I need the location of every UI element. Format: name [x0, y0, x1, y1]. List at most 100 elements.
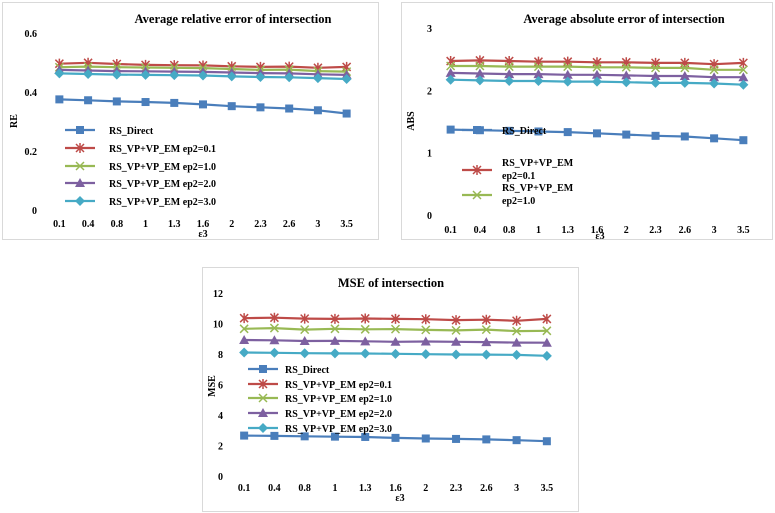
data-point	[651, 63, 661, 73]
legend-marker	[76, 126, 84, 134]
data-point	[542, 313, 552, 324]
data-point	[342, 109, 351, 118]
data-point	[563, 128, 572, 137]
x-tick-label: 3.5	[541, 483, 554, 494]
data-point	[330, 313, 340, 324]
data-point	[360, 336, 371, 346]
data-point	[562, 69, 573, 79]
y-axis-label: MSE	[207, 375, 218, 397]
data-point	[300, 432, 309, 441]
x-tick-label: 0.1	[238, 483, 251, 494]
data-point	[534, 127, 543, 136]
x-tick-label: 1.6	[197, 219, 210, 230]
data-point	[451, 336, 462, 346]
data-point	[391, 433, 400, 442]
data-point	[360, 348, 371, 359]
data-point	[269, 335, 280, 345]
chart-title: MSE of intersection	[338, 276, 444, 290]
x-tick-label: 3	[315, 219, 320, 230]
data-point	[360, 313, 370, 324]
data-point	[239, 347, 250, 358]
data-point	[709, 72, 720, 82]
legend-label: RS_VP+VP_EM ep2=2.0	[285, 409, 392, 420]
data-point	[269, 312, 279, 323]
y-tick-label: 4	[218, 411, 223, 422]
x-tick-label: 2.3	[254, 219, 267, 230]
data-point	[542, 326, 552, 336]
y-tick-label: 0.2	[25, 147, 38, 158]
data-point	[239, 313, 249, 324]
legend-marker	[258, 393, 268, 403]
x-tick-label: 1.3	[359, 483, 372, 494]
x-tick-label: 0.4	[82, 219, 95, 230]
data-point	[360, 324, 370, 334]
x-tick-label: 3.5	[340, 219, 353, 230]
y-axis-label: RE	[9, 114, 20, 128]
data-point	[481, 314, 491, 325]
x-tick-label: 3	[712, 225, 717, 236]
x-tick-label: 0.1	[444, 225, 457, 236]
data-point	[226, 71, 237, 82]
legend-label: RS_VP+VP_EM ep2=0.1	[109, 144, 216, 155]
data-point	[650, 77, 661, 88]
x-tick-label: 2	[423, 483, 428, 494]
legend-marker	[258, 423, 268, 433]
data-point	[312, 73, 323, 84]
y-tick-label: 10	[213, 320, 223, 331]
data-point	[141, 98, 150, 107]
data-point	[709, 78, 720, 89]
data-point	[593, 129, 601, 138]
data-point	[421, 434, 430, 443]
data-point	[709, 65, 719, 75]
y-tick-label: 2	[218, 442, 223, 453]
data-point	[284, 72, 295, 83]
data-point	[739, 136, 748, 145]
data-point	[621, 77, 632, 88]
legend-marker	[258, 408, 268, 417]
data-point	[504, 69, 515, 79]
data-point	[198, 70, 208, 81]
x-axis-label: ε3	[395, 493, 404, 504]
y-tick-label: 1	[427, 149, 432, 160]
y-tick-label: 0	[32, 206, 37, 217]
data-point	[390, 348, 401, 359]
legend-marker	[75, 143, 85, 153]
data-point	[446, 61, 456, 71]
data-point	[361, 432, 370, 441]
data-point	[55, 95, 64, 104]
x-tick-label: 1.6	[591, 225, 604, 236]
data-point	[390, 324, 401, 334]
legend-label: RS_VP+VP_EM ep2=3.0	[285, 424, 392, 435]
legend-marker	[75, 196, 85, 206]
data-point	[452, 434, 461, 443]
y-tick-label: 6	[218, 381, 223, 392]
data-point	[511, 337, 522, 347]
data-point	[542, 437, 551, 446]
data-point	[679, 77, 690, 88]
data-point	[111, 69, 122, 80]
x-tick-label: 0.1	[53, 219, 66, 230]
data-point	[199, 100, 207, 109]
data-point	[541, 337, 552, 347]
data-point	[475, 61, 485, 71]
data-point	[651, 131, 660, 140]
data-point	[680, 132, 689, 141]
data-point	[329, 348, 340, 359]
legend-marker	[75, 178, 85, 187]
data-point	[239, 334, 250, 344]
chart-title: Average relative error of intersection	[135, 12, 332, 26]
x-tick-label: 1	[536, 225, 541, 236]
data-point	[390, 336, 401, 346]
data-point	[255, 71, 266, 82]
data-point	[285, 104, 294, 113]
data-point	[330, 432, 339, 441]
legend-marker	[259, 365, 267, 373]
legend-label: RS_VP+VP_EM ep2=1.0	[502, 183, 574, 207]
data-point	[420, 349, 431, 360]
data-point	[738, 57, 748, 68]
data-point	[563, 62, 573, 72]
data-point	[474, 68, 485, 78]
x-tick-label: 2.3	[649, 225, 662, 236]
data-point	[592, 76, 602, 87]
